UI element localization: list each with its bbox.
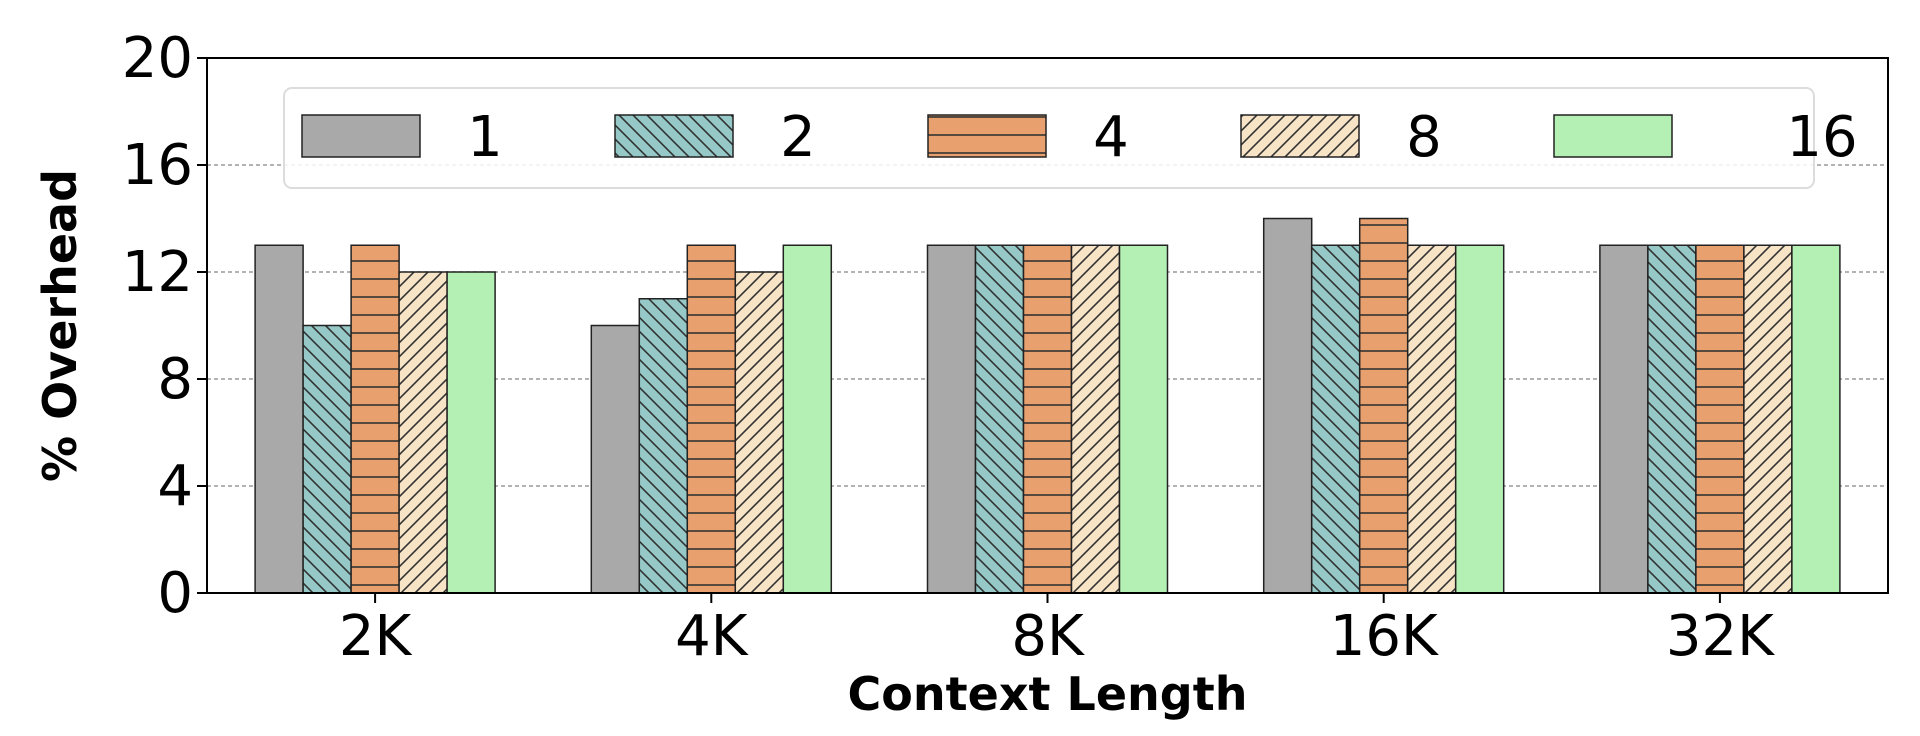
bar-32K-series-2: [1647, 244, 1697, 594]
bar-hatch: [639, 298, 688, 593]
bar-16K-series-4: [1358, 217, 1409, 594]
bar-fill: [1263, 218, 1312, 593]
bar-32K-series-4: [1695, 244, 1745, 594]
bar-hatch: [1023, 245, 1072, 593]
bar-16K-series-8: [1406, 244, 1457, 594]
x-axis-title: Context Length: [848, 667, 1248, 721]
bar-2K-series-2: [302, 324, 352, 594]
legend-swatch-outline: [1553, 114, 1673, 158]
legend-label: 16: [1786, 105, 1857, 170]
legend-label: 1: [467, 105, 503, 170]
bar-8K-series-4: [1022, 244, 1073, 594]
bar-4K-series-8: [734, 271, 785, 594]
bar-hatch: [1647, 245, 1696, 593]
y-tick-label: 4: [157, 454, 193, 519]
y-tick-label: 8: [157, 347, 193, 412]
y-tick-label: 16: [122, 133, 193, 198]
bar-fill: [783, 245, 832, 593]
legend-item-8: 8: [1240, 105, 1442, 170]
x-tick-label: 8K: [1011, 604, 1085, 669]
bar-2K-series-1: [254, 244, 304, 594]
bar-fill: [591, 325, 640, 593]
legend-swatch: [302, 115, 420, 157]
bar-fill: [1119, 245, 1168, 593]
bar-hatch: [399, 272, 448, 593]
legend-swatch-hatch: [615, 115, 733, 157]
bar-4K-series-1: [590, 324, 641, 594]
bar-hatch: [1311, 245, 1360, 593]
legend-swatch-outline: [301, 114, 421, 158]
bar-fill: [1455, 245, 1504, 593]
bar-32K-series-8: [1743, 244, 1793, 594]
bar-32K-series-16: [1791, 244, 1841, 594]
bar-hatch: [351, 245, 400, 593]
legend-swatch-outline: [614, 114, 734, 158]
bar-2K-series-4: [350, 244, 400, 594]
legend-swatch: [1554, 115, 1672, 157]
legend-frame: [283, 87, 1815, 189]
legend-item-4: 4: [927, 105, 1129, 170]
bar-8K-series-16: [1118, 244, 1169, 594]
bar-8K-series-2: [974, 244, 1025, 594]
x-tick-label: 4K: [675, 604, 749, 669]
bar-hatch: [735, 272, 784, 593]
bar-fill: [447, 272, 496, 593]
bar-16K-series-16: [1454, 244, 1505, 594]
legend-item-2: 2: [614, 105, 816, 170]
legend-label: 8: [1406, 105, 1442, 170]
bar-2K-series-8: [398, 271, 448, 594]
legend-swatch-hatch: [1241, 115, 1359, 157]
bar-fill: [1791, 245, 1840, 593]
legend-label: 2: [780, 105, 816, 170]
legend-swatch-outline: [1240, 114, 1360, 158]
bar-4K-series-4: [686, 244, 737, 594]
bar-16K-series-2: [1310, 244, 1361, 594]
x-tick-label: 2K: [339, 604, 413, 669]
bar-hatch: [1407, 245, 1456, 593]
y-tick-label: 0: [157, 561, 193, 626]
bar-4K-series-2: [638, 298, 689, 594]
bar-32K-series-1: [1599, 244, 1649, 594]
bar-hatch: [1743, 245, 1792, 593]
legend: 1 2 4 8 16: [283, 87, 1858, 189]
y-tick-label: 20: [122, 26, 193, 91]
bar-hatch: [303, 325, 352, 593]
x-tick-label: 32K: [1666, 604, 1775, 669]
legend-label: 4: [1093, 105, 1129, 170]
bar-fill: [255, 245, 304, 593]
legend-swatch-hatch: [928, 115, 1046, 157]
bar-hatch: [1695, 245, 1744, 593]
bar-2K-series-16: [446, 271, 496, 594]
y-axis-title: % Overhead: [33, 169, 87, 482]
legend-item-16: 16: [1553, 105, 1858, 170]
legend-item-1: 1: [301, 105, 503, 170]
bar-8K-series-1: [926, 244, 977, 594]
y-tick-label: 12: [122, 240, 193, 305]
bar-fill: [1599, 245, 1648, 593]
bar-fill: [927, 245, 976, 593]
legend-swatch-outline: [927, 114, 1047, 158]
bar-hatch: [975, 245, 1024, 593]
bars: [254, 217, 1841, 594]
bar-4K-series-16: [782, 244, 833, 594]
bar-8K-series-8: [1070, 244, 1121, 594]
x-tick-label: 16K: [1330, 604, 1439, 669]
bar-hatch: [687, 245, 736, 593]
bar-16K-series-1: [1262, 217, 1313, 594]
bar-hatch: [1071, 245, 1120, 593]
bar-hatch: [1359, 218, 1408, 593]
